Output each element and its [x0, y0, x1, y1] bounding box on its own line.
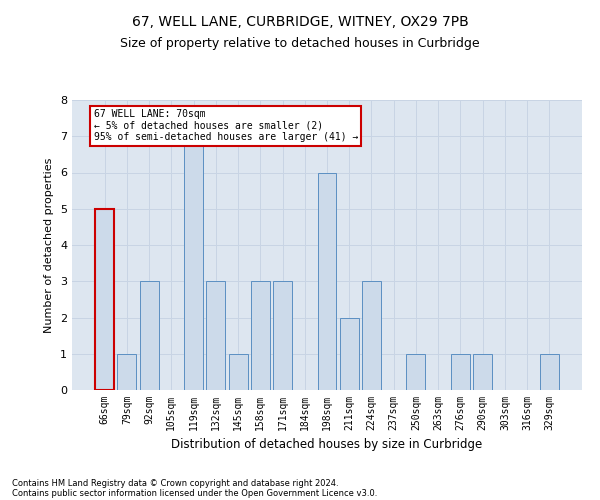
- Bar: [206, 281, 225, 390]
- Text: 67, WELL LANE, CURBRIDGE, WITNEY, OX29 7PB: 67, WELL LANE, CURBRIDGE, WITNEY, OX29 7…: [131, 15, 469, 29]
- Bar: [473, 354, 492, 390]
- Bar: [317, 172, 337, 390]
- Text: Contains HM Land Registry data © Crown copyright and database right 2024.: Contains HM Land Registry data © Crown c…: [12, 478, 338, 488]
- Bar: [184, 136, 203, 390]
- Bar: [406, 354, 425, 390]
- Bar: [340, 318, 359, 390]
- Text: Size of property relative to detached houses in Curbridge: Size of property relative to detached ho…: [120, 38, 480, 51]
- Bar: [140, 281, 158, 390]
- Bar: [362, 281, 381, 390]
- Text: Contains public sector information licensed under the Open Government Licence v3: Contains public sector information licen…: [12, 488, 377, 498]
- X-axis label: Distribution of detached houses by size in Curbridge: Distribution of detached houses by size …: [172, 438, 482, 452]
- Y-axis label: Number of detached properties: Number of detached properties: [44, 158, 55, 332]
- Bar: [273, 281, 292, 390]
- Text: 67 WELL LANE: 70sqm
← 5% of detached houses are smaller (2)
95% of semi-detached: 67 WELL LANE: 70sqm ← 5% of detached hou…: [94, 109, 358, 142]
- Bar: [95, 209, 114, 390]
- Bar: [229, 354, 248, 390]
- Bar: [118, 354, 136, 390]
- Bar: [451, 354, 470, 390]
- Bar: [251, 281, 270, 390]
- Bar: [540, 354, 559, 390]
